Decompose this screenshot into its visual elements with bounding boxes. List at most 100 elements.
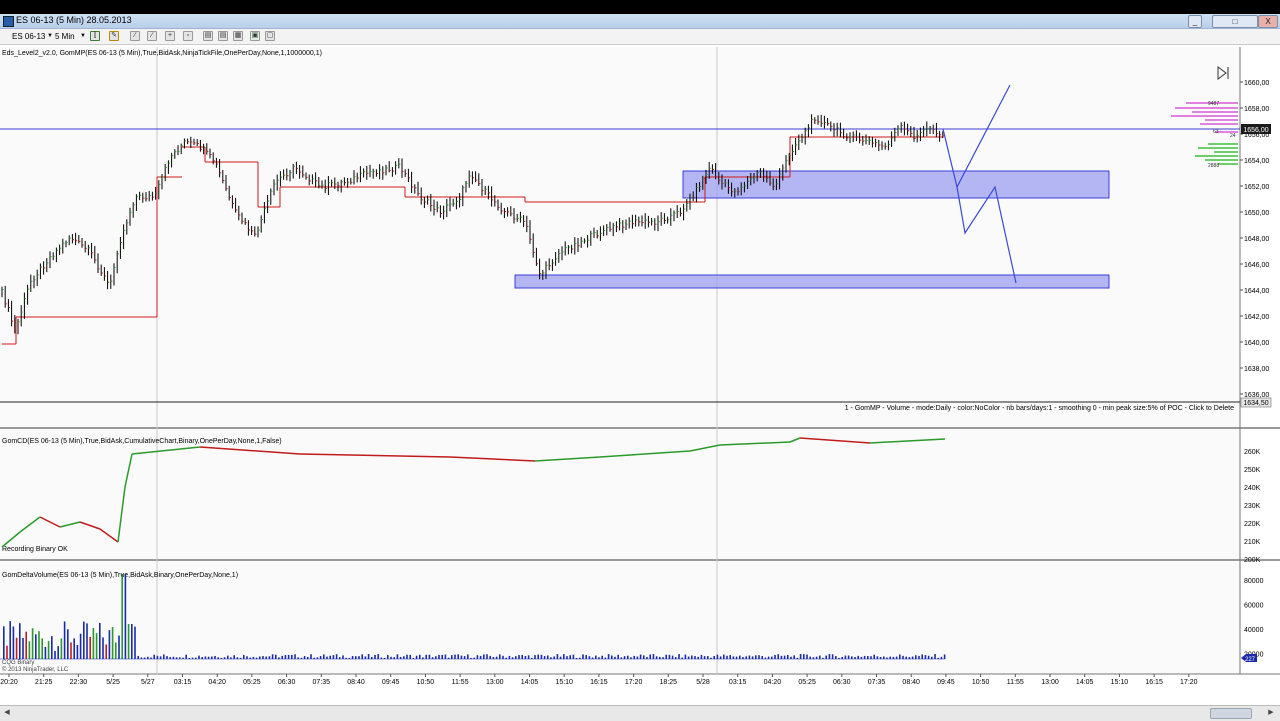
time-tick-label: 14:05 — [1076, 679, 1094, 686]
minimize-button[interactable]: _ — [1188, 15, 1202, 28]
delta-bar — [278, 657, 280, 659]
delta-bar — [739, 655, 741, 659]
delta-bar — [515, 656, 517, 659]
delta-bar — [307, 656, 309, 659]
scroll-thumb[interactable] — [1210, 708, 1252, 719]
delta-bar — [870, 656, 872, 659]
demand-zone[interactable] — [514, 274, 1110, 289]
interval-dropdown-icon[interactable]: ▼ — [80, 33, 86, 39]
delta-bar — [841, 656, 843, 659]
delta-bar — [323, 654, 325, 659]
pen-icon[interactable]: ∕ — [130, 31, 140, 41]
delta-bar — [476, 655, 479, 659]
delta-bar — [755, 655, 757, 659]
title-bar[interactable]: ES 06-13 (5 Min) 28.05.2013 _ □ X — [0, 14, 1280, 29]
delta-bar — [70, 642, 72, 659]
delta-bar — [758, 655, 760, 659]
delta-bar — [438, 654, 440, 659]
scroll-right-icon[interactable]: ▶ — [1268, 709, 1274, 716]
delta-bar — [415, 655, 418, 659]
price-tick-label: 1656,00 — [1244, 132, 1269, 139]
projection-line-down[interactable] — [956, 185, 1017, 284]
strategies-icon[interactable]: ▤ — [218, 31, 228, 41]
delta-indicator-label[interactable]: GomDeltaVolume(ES 06-13 (5 Min),True,Bid… — [2, 572, 238, 579]
delta-bar — [73, 638, 75, 659]
cd-axis[interactable]: 260K 250K 240K 230K 220K 210K 200K — [1244, 449, 1261, 564]
delta-bar — [223, 657, 226, 659]
cd-segment — [59, 521, 81, 528]
cd-tick-label: 200K — [1244, 557, 1261, 564]
delta-bar — [620, 657, 623, 659]
delta-bar — [745, 656, 747, 659]
delta-bar — [847, 655, 850, 659]
delta-bar — [694, 656, 696, 659]
delta-bar — [860, 656, 863, 659]
horizontal-scrollbar[interactable]: ◀ ▶ — [0, 705, 1280, 721]
bar-type-icon[interactable]: ⫿ — [90, 31, 100, 41]
window-title: ES 06-13 (5 Min) 28.05.2013 — [16, 15, 132, 25]
profile-footer-note[interactable]: 1 - GomMP - Volume - mode:Daily - color:… — [845, 405, 1234, 412]
delta-bar — [585, 655, 587, 659]
interval-selector[interactable]: 5 Min — [55, 32, 75, 41]
delta-bar — [486, 654, 488, 659]
copy-icon[interactable]: ▢ — [265, 31, 275, 41]
last-price-label: 1656,00 — [1243, 127, 1268, 134]
delta-bar — [153, 654, 155, 659]
delta-tick-label: 40000 — [1244, 627, 1264, 634]
indicators-icon[interactable]: ▤ — [203, 31, 213, 41]
instrument-dropdown-icon[interactable]: ▼ — [47, 33, 53, 39]
supply-zone[interactable] — [682, 170, 1110, 199]
delta-bar — [300, 657, 303, 659]
properties-icon[interactable]: ▦ — [233, 31, 243, 41]
cd-segment — [789, 437, 801, 443]
time-tick-label: 16:15 — [590, 679, 608, 686]
scroll-to-end-button[interactable] — [1217, 66, 1229, 80]
time-axis[interactable]: 20:20 21:25 22:30 5/25 5/27 03:15 04:20 05:25 06… — [0, 674, 1198, 686]
price-tick-label: 1636,00 — [1244, 392, 1269, 399]
delta-last-label: 227 — [1245, 657, 1256, 663]
delta-bar — [892, 656, 895, 659]
time-tick-label: 08:40 — [902, 679, 920, 686]
copyright-label: © 2013 NinjaTrader, LLC — [2, 666, 69, 673]
delta-bar — [246, 656, 248, 659]
time-tick-label: 16:15 — [1145, 679, 1163, 686]
cd-segment — [689, 444, 721, 452]
delta-bar — [172, 656, 175, 659]
delta-bar — [390, 656, 392, 659]
delta-bar — [54, 650, 56, 659]
close-button[interactable]: X — [1258, 15, 1278, 28]
low-price-marker: 1634,50 — [1240, 397, 1272, 408]
delta-bar — [713, 656, 715, 659]
delta-bar — [924, 655, 927, 659]
instrument-selector[interactable]: ES 06-13 — [12, 32, 46, 41]
delta-bar — [934, 654, 936, 659]
delta-bar — [636, 656, 639, 659]
delta-bar — [38, 631, 40, 659]
delta-bar — [489, 655, 491, 659]
delta-bar — [201, 657, 203, 659]
delta-bar — [652, 654, 655, 659]
zoom-icon[interactable]: ▫ — [183, 31, 193, 41]
price-axis[interactable]: 1660,00 1658,00 1656,00 1654,00 1652,00 1650,… — [1240, 80, 1269, 399]
chart-area[interactable]: Eds_Level2_v2.0, GomMP(ES 06-13 (5 Min),… — [0, 47, 1280, 702]
delta-bar — [236, 657, 239, 659]
time-tick-label: 14:05 — [521, 679, 539, 686]
cd-indicator-label[interactable]: GomCD(ES 06-13 (5 Min),True,BidAsk,Cumul… — [2, 438, 282, 445]
delta-bar — [127, 624, 130, 659]
delta-axis[interactable]: 80000600004000020000 — [1244, 578, 1264, 659]
delta-bar — [508, 655, 511, 659]
delta-bar — [44, 646, 47, 659]
price-indicator-label[interactable]: Eds_Level2_v2.0, GomMP(ES 06-13 (5 Min),… — [2, 50, 322, 57]
delta-bar — [710, 657, 712, 659]
scroll-left-icon[interactable]: ◀ — [4, 709, 10, 716]
pencil-icon[interactable]: ∕ — [147, 31, 157, 41]
maximize-button[interactable]: □ — [1212, 15, 1258, 28]
drawing-tool-icon[interactable]: ✎ — [109, 31, 119, 41]
delta-bar — [595, 655, 597, 659]
delta-bar — [495, 656, 498, 659]
cd-segment — [117, 486, 126, 543]
delta-bar — [857, 655, 859, 659]
data-box-icon[interactable]: ▣ — [250, 31, 260, 41]
data-feed-label: CQG Binary — [2, 660, 34, 666]
crosshair-icon[interactable]: + — [165, 31, 175, 41]
